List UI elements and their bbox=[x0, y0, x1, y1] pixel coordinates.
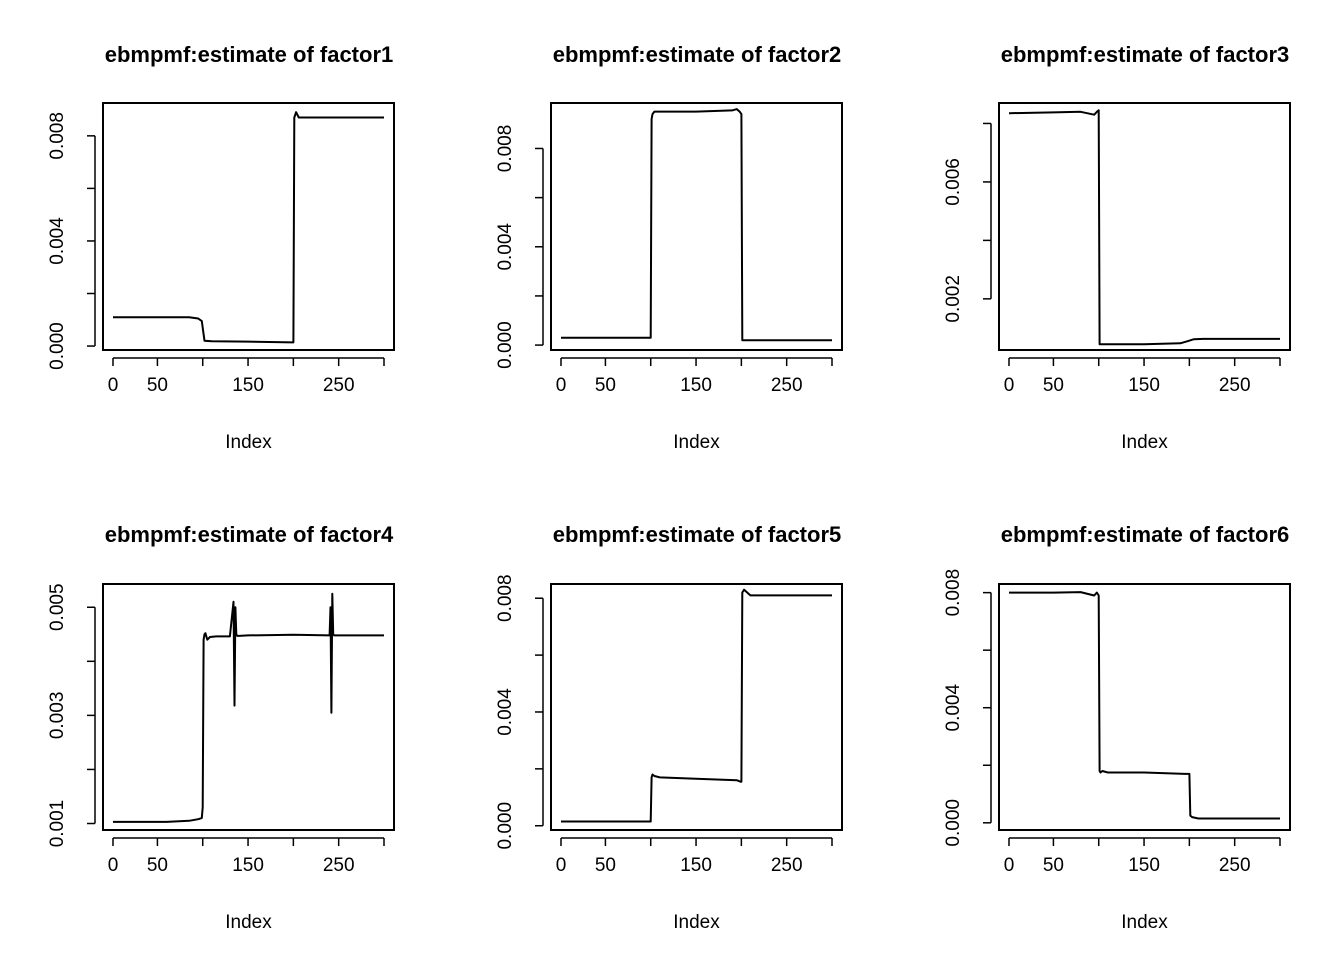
plot-frame bbox=[998, 102, 1291, 351]
x-tick-label: 150 bbox=[232, 855, 264, 876]
y-tick-label: 0.004 bbox=[47, 217, 68, 265]
plot-frame bbox=[550, 583, 843, 831]
chart-panel-2: ebmpmf:estimate of factor2 0 50 150 250 Index… bbox=[495, 42, 843, 453]
y-tick-label: 0.006 bbox=[943, 158, 964, 206]
chart-panel-1: ebmpmf:estimate of factor1 0 50 150 250 Index… bbox=[47, 42, 395, 453]
y-tick-label: 0.002 bbox=[943, 275, 964, 323]
x-axis-label: Index bbox=[673, 432, 720, 453]
series-line bbox=[1009, 591, 1280, 820]
chart-panel-6: ebmpmf:estimate of factor6 0 50 150 250 Index… bbox=[943, 522, 1291, 933]
plot-frame bbox=[998, 583, 1291, 831]
chart-panel-4: ebmpmf:estimate of factor4 0 50 150 250 Index… bbox=[47, 522, 395, 933]
y-tick-label: 0.001 bbox=[47, 800, 68, 848]
chart-panel-3: ebmpmf:estimate of factor3 0 50 150 250 Index… bbox=[943, 42, 1291, 453]
x-axis-label: Index bbox=[1121, 912, 1168, 933]
chart-panel-5: ebmpmf:estimate of factor5 0 50 150 250 Index… bbox=[495, 522, 843, 933]
x-tick-label: 250 bbox=[323, 855, 355, 876]
series-line bbox=[1008, 109, 1280, 346]
y-tick-label: 0.004 bbox=[943, 684, 964, 732]
x-axis-label: Index bbox=[673, 912, 720, 933]
y-tick-label: 0.008 bbox=[495, 125, 516, 173]
x-tick-label: 150 bbox=[1128, 855, 1160, 876]
y-tick-label: 0.004 bbox=[495, 223, 516, 271]
x-tick-label: 250 bbox=[771, 855, 803, 876]
series-line bbox=[113, 111, 384, 344]
plot-frame bbox=[550, 102, 843, 351]
x-axis-label: Index bbox=[1121, 432, 1168, 453]
x-tick-label: 50 bbox=[595, 855, 616, 876]
chart-title: ebmpmf:estimate of factor6 bbox=[1001, 522, 1290, 547]
x-tick-label: 150 bbox=[232, 375, 264, 396]
x-tick-label: 150 bbox=[680, 855, 712, 876]
x-tick-label: 250 bbox=[323, 375, 355, 396]
x-tick-label: 50 bbox=[595, 375, 616, 396]
x-tick-label: 250 bbox=[1219, 375, 1251, 396]
x-tick-label: 250 bbox=[771, 375, 803, 396]
y-tick-label: 0.003 bbox=[47, 692, 68, 740]
chart-title: ebmpmf:estimate of factor1 bbox=[105, 42, 394, 67]
chart-title: ebmpmf:estimate of factor3 bbox=[1001, 42, 1290, 67]
x-tick-label: 50 bbox=[147, 855, 168, 876]
series-line bbox=[561, 588, 832, 823]
x-tick-label: 50 bbox=[147, 375, 168, 396]
x-tick-label: 250 bbox=[1219, 855, 1251, 876]
plot-frame bbox=[102, 583, 395, 831]
x-tick-label: 150 bbox=[1128, 375, 1160, 396]
x-tick-label: 0 bbox=[1004, 855, 1015, 876]
x-axis-label: Index bbox=[225, 432, 272, 453]
x-tick-label: 0 bbox=[556, 375, 567, 396]
x-tick-label: 0 bbox=[108, 855, 119, 876]
y-tick-label: 0.008 bbox=[495, 574, 516, 622]
x-tick-label: 50 bbox=[1043, 375, 1064, 396]
y-tick-label: 0.000 bbox=[47, 322, 68, 370]
y-tick-label: 0.000 bbox=[943, 799, 964, 847]
y-tick-label: 0.008 bbox=[943, 569, 964, 617]
series-line bbox=[561, 108, 832, 342]
x-tick-label: 50 bbox=[1043, 855, 1064, 876]
chart-title: ebmpmf:estimate of factor2 bbox=[553, 42, 842, 67]
x-tick-label: 0 bbox=[556, 855, 567, 876]
y-tick-label: 0.004 bbox=[495, 688, 516, 736]
plot-frame bbox=[102, 102, 395, 351]
y-tick-label: 0.000 bbox=[495, 321, 516, 369]
y-tick-label: 0.008 bbox=[47, 112, 68, 160]
x-tick-label: 0 bbox=[1004, 375, 1015, 396]
chart-title: ebmpmf:estimate of factor4 bbox=[105, 522, 394, 547]
y-tick-label: 0.005 bbox=[47, 583, 68, 631]
x-tick-label: 0 bbox=[108, 375, 119, 396]
chart-title: ebmpmf:estimate of factor5 bbox=[553, 522, 842, 547]
x-axis-label: Index bbox=[225, 912, 272, 933]
x-tick-label: 150 bbox=[680, 375, 712, 396]
y-tick-label: 0.000 bbox=[495, 802, 516, 850]
series-line bbox=[113, 592, 384, 823]
